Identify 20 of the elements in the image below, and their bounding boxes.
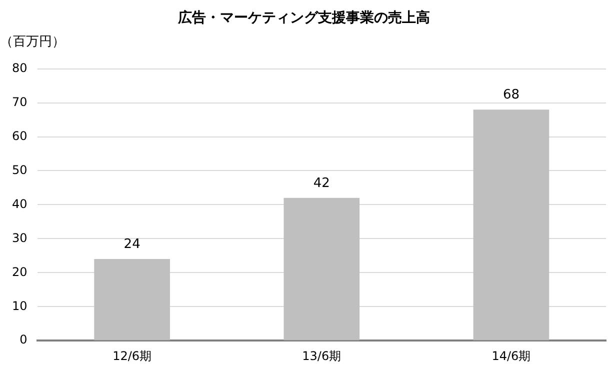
x-tick-label: 13/6期 xyxy=(302,348,342,363)
y-tick-label: 20 xyxy=(12,264,28,279)
y-axis-title: （百万円） xyxy=(0,34,65,50)
data-label: 42 xyxy=(313,176,330,191)
y-tick-label: 10 xyxy=(12,298,28,313)
bar xyxy=(473,110,550,340)
bar xyxy=(284,198,360,340)
y-tick-label: 70 xyxy=(12,94,28,109)
chart-title: 広告・マーケティング支援事業の売上高 xyxy=(177,9,430,26)
data-label: 68 xyxy=(502,87,520,102)
y-tick-label: 80 xyxy=(12,60,28,75)
y-tick-label: 30 xyxy=(12,230,28,245)
data-label: 24 xyxy=(124,236,140,252)
y-tick-label: 0 xyxy=(20,332,28,347)
x-tick-label: 14/6期 xyxy=(492,348,531,363)
y-tick-label: 60 xyxy=(12,128,28,143)
y-tick-label: 50 xyxy=(12,162,28,177)
x-tick-label: 12/6期 xyxy=(112,348,152,363)
y-tick-label: 40 xyxy=(12,196,28,211)
bar xyxy=(94,259,170,340)
